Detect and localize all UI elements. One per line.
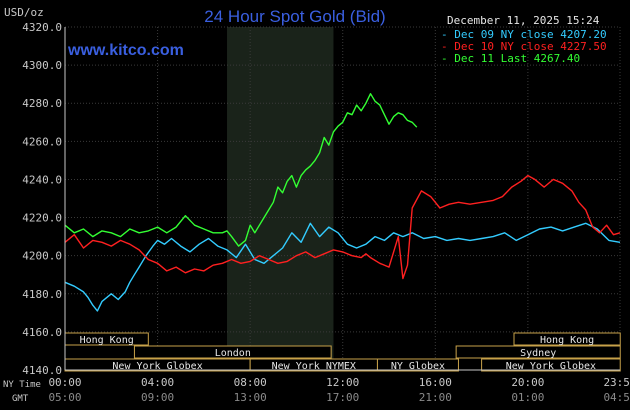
market-session-label: Hong Kong bbox=[540, 335, 594, 346]
legend-dec11: - Dec 11 Last 4267.40 bbox=[441, 52, 580, 65]
market-session-box bbox=[513, 332, 621, 346]
market-session-label: NY Globex bbox=[391, 361, 445, 372]
market-session-label: New York Globex bbox=[112, 361, 202, 372]
gmt-time-tick: 13:00 bbox=[234, 391, 267, 404]
y-tick-label: 4300.0 bbox=[22, 59, 62, 72]
market-session-label: New York NYMEX bbox=[272, 361, 356, 372]
legend-dec10: - Dec 10 NY close 4227.50 bbox=[441, 40, 607, 53]
legend: - Dec 09 NY close 4207.20 - Dec 10 NY cl… bbox=[441, 28, 607, 65]
ny-time-tick: 08:00 bbox=[234, 376, 267, 389]
site-link[interactable]: www.kitco.com bbox=[67, 42, 184, 59]
market-session-box bbox=[481, 358, 621, 372]
ny-time-label: NY Time bbox=[3, 380, 41, 390]
legend-dec09: - Dec 09 NY close 4207.20 bbox=[441, 28, 607, 41]
y-tick-label: 4240.0 bbox=[22, 173, 62, 186]
y-tick-label: 4200.0 bbox=[22, 250, 62, 263]
market-session-label: New York Globex bbox=[506, 361, 596, 372]
chart-title: 24 Hour Spot Gold (Bid) bbox=[204, 7, 385, 26]
series-line-dec11 bbox=[64, 92, 418, 247]
ny-time-tick: 23:59 bbox=[603, 376, 630, 389]
gmt-time-tick: 05:00 bbox=[48, 391, 81, 404]
gmt-time-tick: 21:00 bbox=[419, 391, 452, 404]
gmt-time-tick: 04:59 bbox=[603, 391, 630, 404]
ny-time-tick: 20:00 bbox=[511, 376, 544, 389]
series-line-dec09 bbox=[64, 222, 621, 312]
market-session-label: Sydney bbox=[520, 348, 556, 359]
market-session-label: London bbox=[215, 348, 251, 359]
gmt-label: GMT bbox=[12, 394, 29, 404]
market-session-box bbox=[376, 358, 459, 372]
y-tick-label: 4220.0 bbox=[22, 212, 62, 225]
session-highlight-band bbox=[227, 27, 334, 370]
y-tick-label: 4320.0 bbox=[22, 21, 62, 34]
market-session-box bbox=[133, 345, 332, 359]
gmt-time-tick: 01:00 bbox=[511, 391, 544, 404]
unit-label: USD/oz bbox=[4, 6, 44, 19]
timestamp: December 11, 2025 15:24 bbox=[447, 14, 600, 27]
ny-time-tick: 04:00 bbox=[141, 376, 174, 389]
y-tick-label: 4140.0 bbox=[22, 364, 62, 377]
market-session-label: Hong Kong bbox=[80, 335, 134, 346]
ny-time-tick: 16:00 bbox=[419, 376, 452, 389]
y-tick-label: 4280.0 bbox=[22, 97, 62, 110]
market-session-box bbox=[455, 345, 621, 359]
ny-time-tick: 12:00 bbox=[326, 376, 359, 389]
y-tick-label: 4160.0 bbox=[22, 326, 62, 339]
series-line-dec10 bbox=[64, 174, 621, 280]
gmt-time-tick: 17:00 bbox=[326, 391, 359, 404]
y-tick-label: 4260.0 bbox=[22, 135, 62, 148]
ny-time-tick: 00:00 bbox=[48, 376, 81, 389]
gmt-time-tick: 09:00 bbox=[141, 391, 174, 404]
y-tick-label: 4180.0 bbox=[22, 288, 62, 301]
